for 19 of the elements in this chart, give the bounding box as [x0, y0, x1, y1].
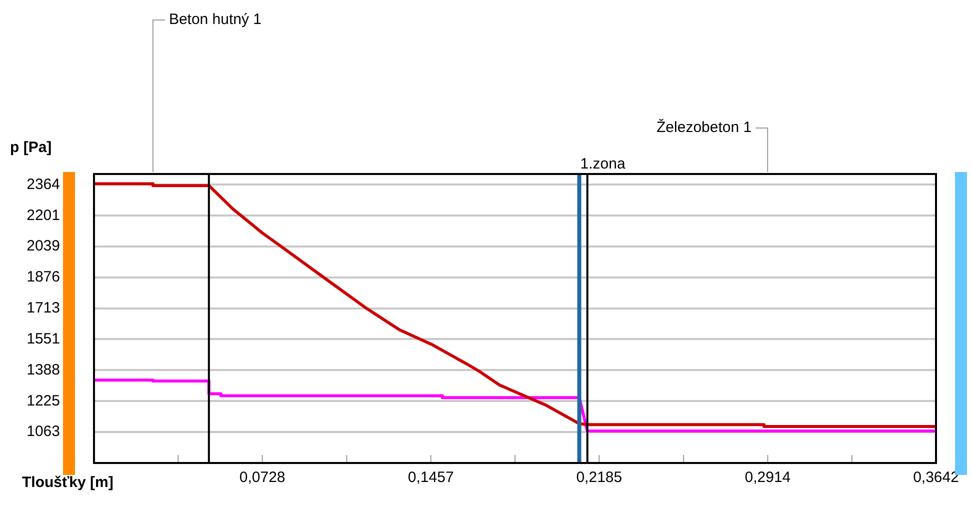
x-axis-title: Tloušťky [m] [22, 474, 114, 492]
y-tick-label: 2364 [26, 176, 60, 193]
ref-line-label: 1.zona [580, 156, 626, 173]
x-tick-label: 0,0728 [239, 469, 286, 486]
y-tick-label: 1876 [26, 268, 60, 286]
text: Beton hutný 1 [168, 11, 262, 28]
x-tick-label: 0,3642 [913, 469, 959, 486]
text: Železobeton 1 [656, 118, 752, 136]
y-tick-label: 1388 [26, 361, 60, 378]
y-tick-label: 2201 [26, 206, 60, 224]
x-tick-label: 0,1457 [408, 469, 454, 486]
y-tick-label: 1713 [26, 300, 60, 317]
x-tick-label: 0,2185 [576, 469, 622, 486]
y-tick-label: 1225 [26, 392, 60, 410]
x-tick-label: 0,2914 [744, 469, 791, 486]
y-tick-label: 1063 [26, 423, 60, 440]
y-axis-title: p [Pa] [10, 139, 52, 156]
y-tick-label: 2039 [26, 238, 60, 255]
y-tick-label: 1551 [26, 330, 60, 348]
